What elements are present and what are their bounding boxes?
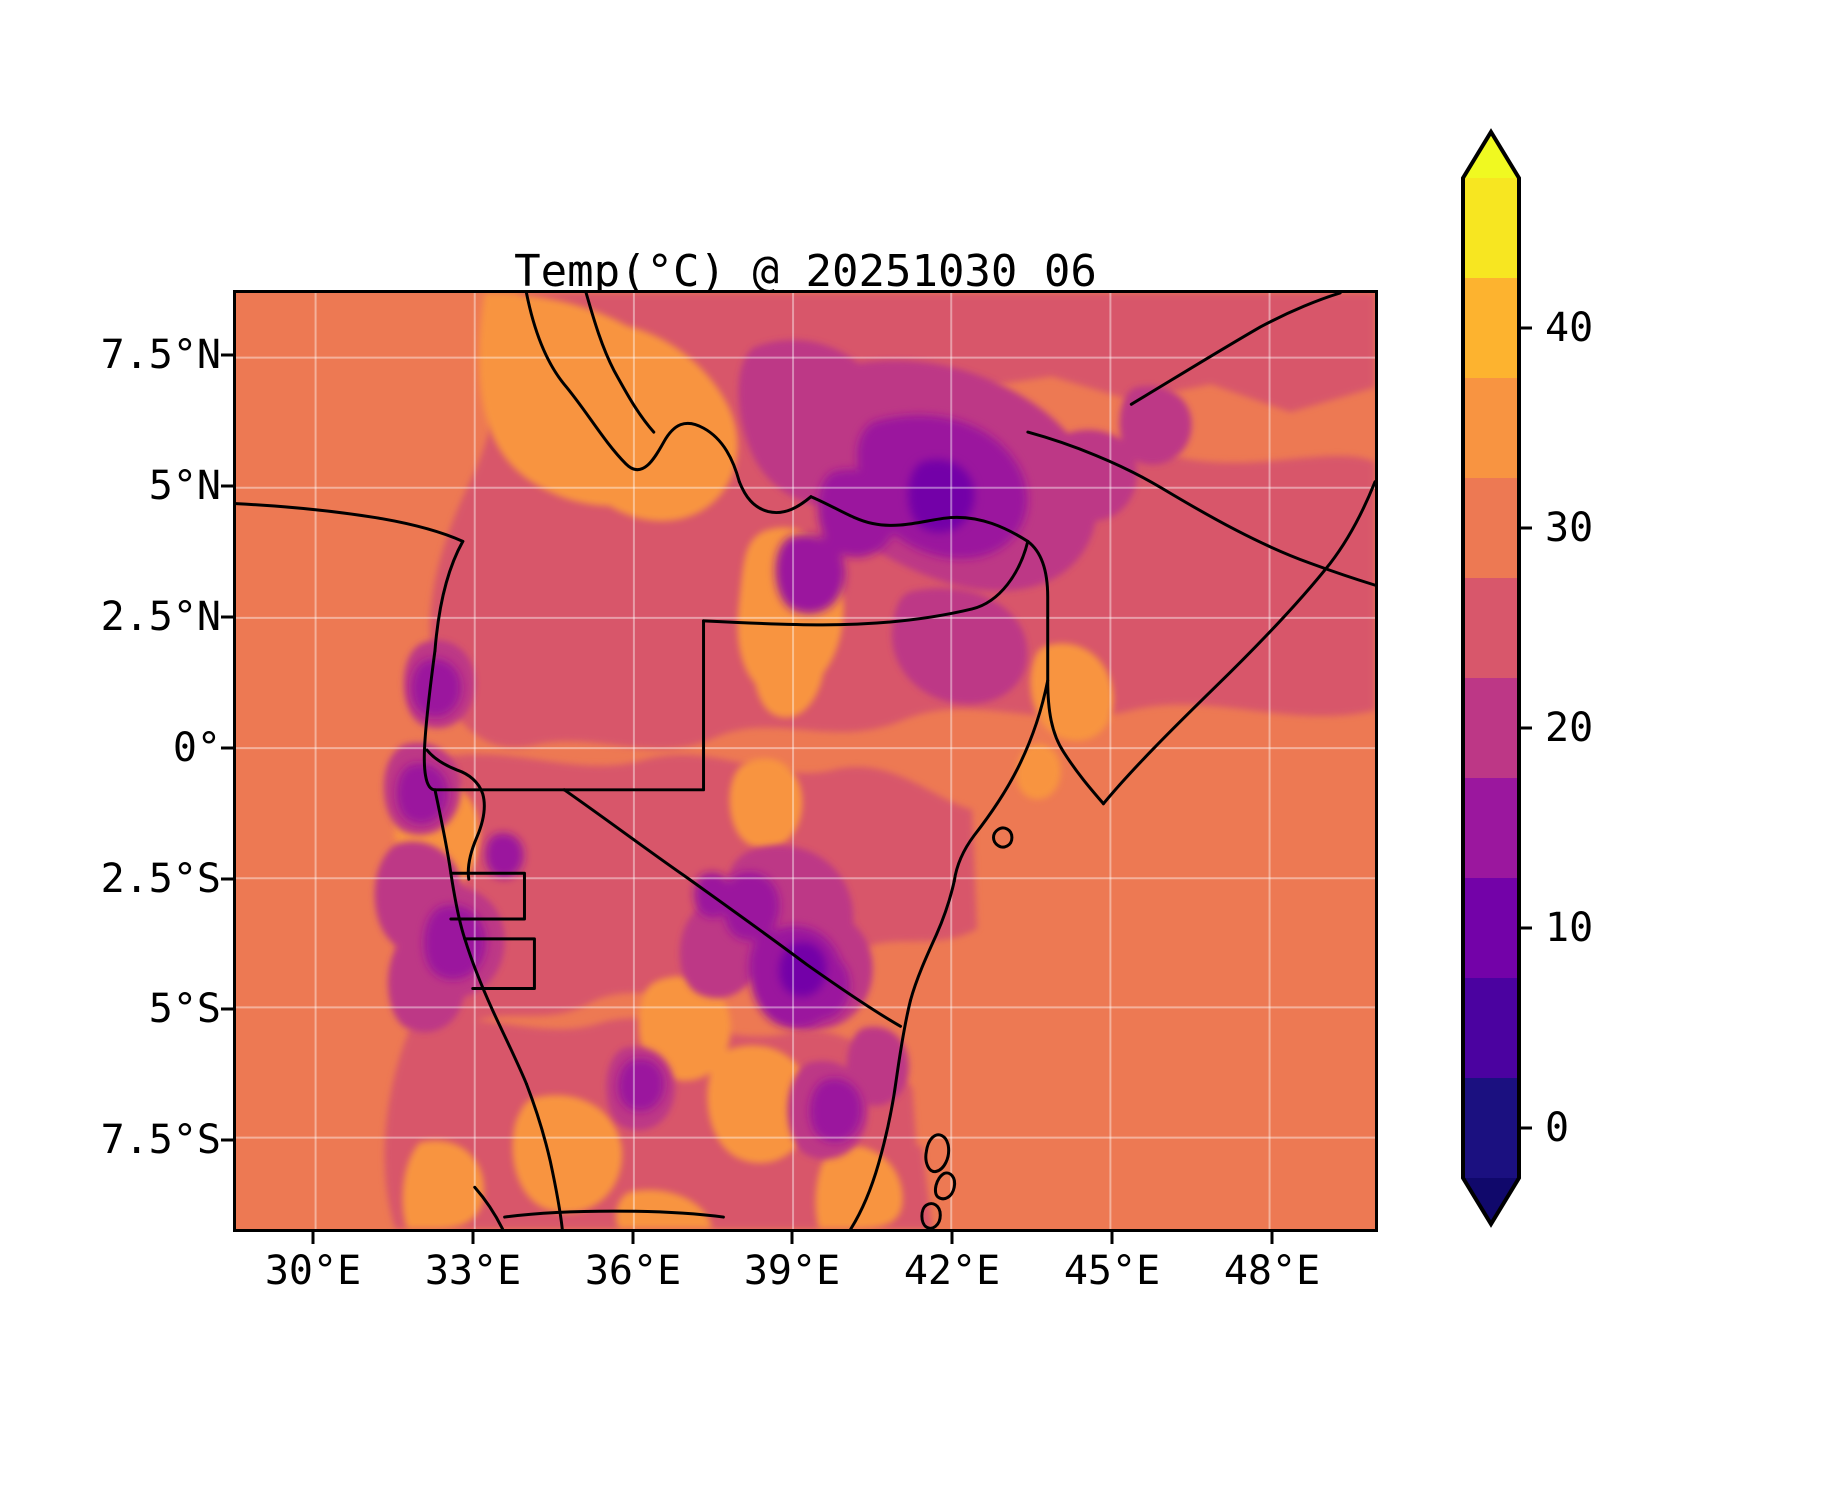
xtick-label-42e: 42°E: [903, 1248, 1001, 1294]
ytick-label-7-5-s: 7.5°S: [100, 1117, 221, 1163]
xtick-label-48e: 48°E: [1223, 1248, 1321, 1294]
ytick-mark: [221, 877, 233, 881]
xtick-mark: [311, 1232, 315, 1244]
cbar-tick-mark: [1519, 326, 1532, 330]
xtick-label-30e: 30°E: [264, 1248, 362, 1294]
map-gridlines: [236, 293, 1375, 1229]
temperature-contour-map: [236, 293, 1375, 1229]
ytick-mark: [221, 484, 233, 488]
ytick-label-5-s: 5°S: [148, 986, 221, 1032]
xtick-mark: [1110, 1232, 1114, 1244]
colorbar-gradient: [1461, 128, 1521, 1228]
xtick-mark: [631, 1232, 635, 1244]
xtick-label-45e: 45°E: [1063, 1248, 1161, 1294]
colorbar-extend-max-arrow: [1463, 132, 1519, 178]
xtick-label-39e: 39°E: [743, 1248, 841, 1294]
ytick-mark: [221, 353, 233, 357]
colorbar[interactable]: [1461, 128, 1521, 1228]
xtick-mark: [1270, 1232, 1274, 1244]
ytick-label-2-5-s: 2.5°S: [100, 856, 221, 902]
cbar-tick-label-20: 20: [1545, 705, 1594, 751]
ytick-label-7-5-n: 7.5°N: [100, 332, 221, 378]
cbar-tick-mark: [1519, 726, 1532, 730]
cbar-tick-label-30: 30: [1545, 505, 1594, 551]
xtick-label-33e: 33°E: [424, 1248, 522, 1294]
map-plot-area[interactable]: [233, 290, 1378, 1232]
xtick-mark: [790, 1232, 794, 1244]
title-line-1: Temp(°C) @ 20251030_06: [514, 246, 1097, 298]
cbar-tick-mark: [1519, 526, 1532, 530]
colorbar-extend-min-arrow: [1463, 1178, 1519, 1224]
ytick-label-2-5-n: 2.5°N: [100, 594, 221, 640]
ytick-label-5-n: 5°N: [148, 463, 221, 509]
xtick-mark: [950, 1232, 954, 1244]
ytick-mark: [221, 1138, 233, 1142]
cbar-tick-mark: [1519, 1126, 1532, 1130]
cbar-tick-label-10: 10: [1545, 905, 1594, 951]
cbar-tick-mark: [1519, 926, 1532, 930]
cbar-tick-label-40: 40: [1545, 305, 1594, 351]
ytick-mark: [221, 746, 233, 750]
xtick-mark: [471, 1232, 475, 1244]
ytick-mark: [221, 615, 233, 619]
country-borders: [236, 293, 1375, 1229]
cbar-tick-label-0: 0: [1545, 1105, 1570, 1151]
ytick-mark: [221, 1007, 233, 1011]
ytick-label-0: 0°: [172, 725, 221, 771]
xtick-label-36e: 36°E: [584, 1248, 682, 1294]
